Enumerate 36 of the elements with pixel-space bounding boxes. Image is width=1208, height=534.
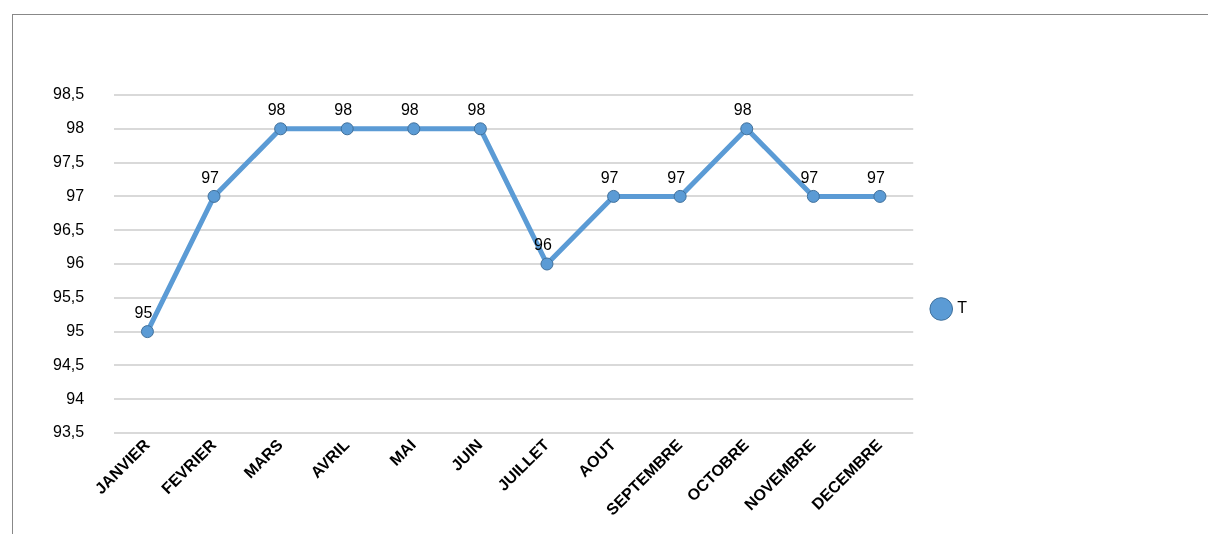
point bbox=[607, 189, 621, 203]
point bbox=[473, 122, 487, 136]
x-tick-label: MAI bbox=[386, 436, 420, 469]
y-tick-label: 94 bbox=[66, 389, 85, 407]
point bbox=[673, 189, 687, 203]
point bbox=[207, 189, 221, 203]
point bbox=[740, 122, 754, 136]
point bbox=[407, 122, 421, 136]
data-label: 97 bbox=[600, 168, 619, 186]
data-label: 98 bbox=[334, 101, 353, 119]
y-tick-label: 98,5 bbox=[53, 85, 85, 103]
point bbox=[274, 122, 288, 136]
y-tick-label: 94,5 bbox=[53, 355, 85, 373]
point bbox=[540, 257, 554, 271]
data-label: 98 bbox=[400, 101, 419, 119]
data-label: 98 bbox=[733, 101, 752, 119]
y-tick-label: 96,5 bbox=[53, 220, 85, 238]
point bbox=[873, 189, 887, 203]
legend-label: T bbox=[957, 299, 968, 317]
y-tick-label: 97,5 bbox=[53, 153, 85, 171]
data-label: 97 bbox=[800, 168, 819, 186]
point bbox=[340, 122, 354, 136]
y-tick-label: 93,5 bbox=[53, 423, 85, 441]
point bbox=[140, 325, 154, 339]
data-label: 98 bbox=[467, 101, 486, 119]
point bbox=[806, 189, 820, 203]
y-tick-label: 95 bbox=[66, 322, 85, 340]
data-label: 97 bbox=[667, 168, 686, 186]
y-tick-label: 96 bbox=[66, 254, 85, 272]
y-tick-label: 98 bbox=[66, 119, 85, 137]
data-label: 98 bbox=[267, 101, 286, 119]
data-label: 97 bbox=[201, 168, 220, 186]
y-tick-label: 97 bbox=[66, 186, 85, 204]
data-label: 97 bbox=[867, 168, 885, 186]
y-tick-label: 95,5 bbox=[53, 288, 85, 306]
data-label: 95 bbox=[134, 304, 153, 322]
